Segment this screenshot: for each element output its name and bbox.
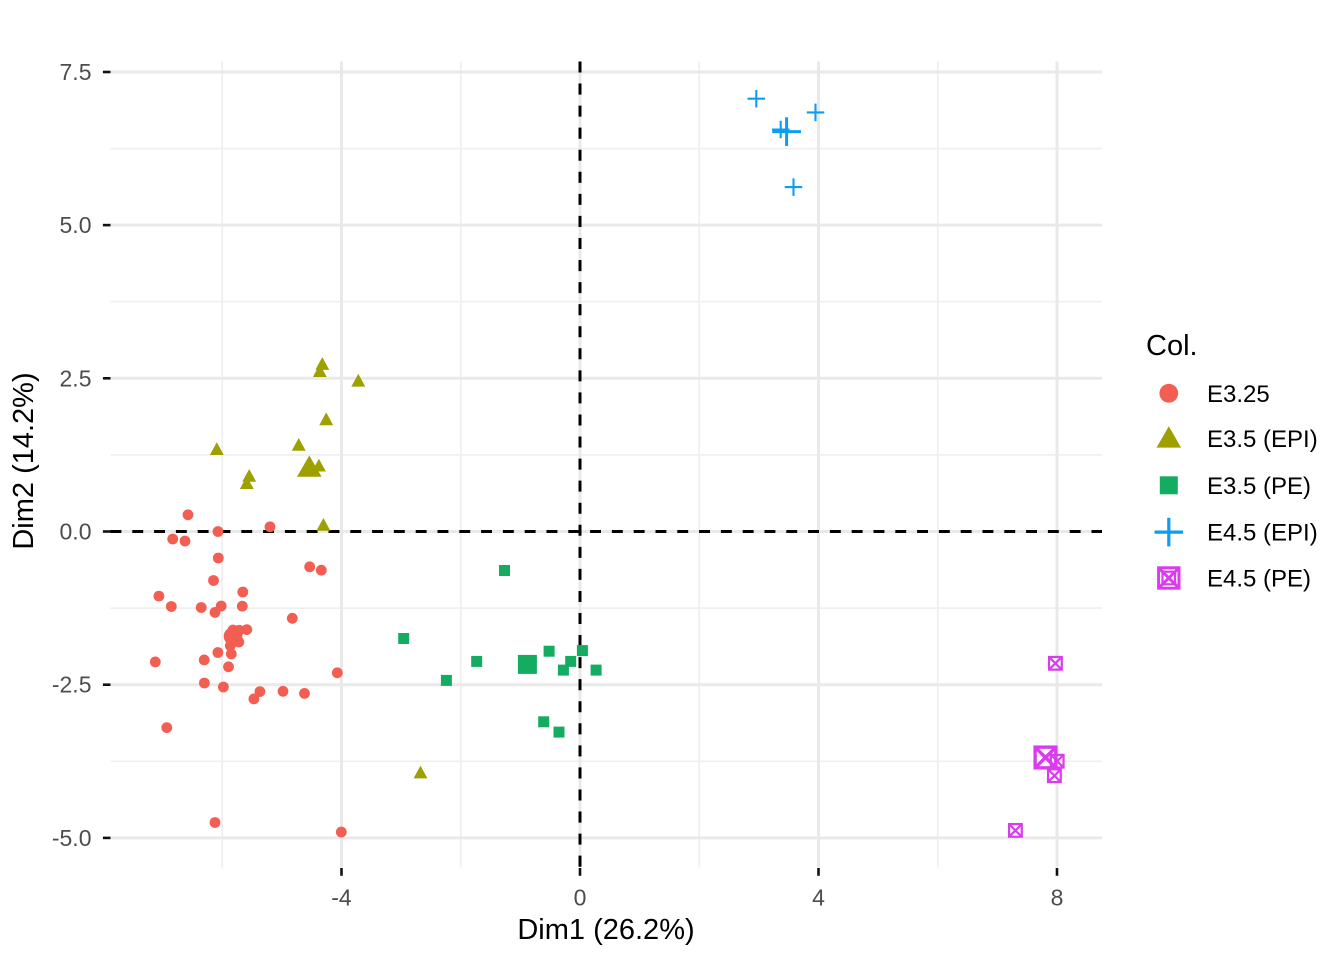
svg-text:Dim1 (26.2%): Dim1 (26.2%): [517, 914, 694, 946]
svg-text:5.0: 5.0: [60, 212, 92, 238]
svg-text:E3.5 (PE): E3.5 (PE): [1207, 473, 1311, 500]
svg-text:E4.5 (PE): E4.5 (PE): [1207, 566, 1311, 593]
svg-text:8: 8: [1051, 885, 1064, 911]
svg-text:-4: -4: [331, 885, 352, 911]
svg-text:4: 4: [812, 885, 825, 911]
svg-text:E3.5 (EPI): E3.5 (EPI): [1207, 426, 1318, 453]
svg-text:2.5: 2.5: [60, 365, 92, 391]
svg-text:7.5: 7.5: [60, 59, 92, 85]
svg-text:-5.0: -5.0: [52, 825, 92, 851]
svg-text:-2.5: -2.5: [52, 672, 92, 698]
svg-text:E4.5 (EPI): E4.5 (EPI): [1207, 520, 1318, 547]
svg-text:0.0: 0.0: [60, 519, 92, 545]
svg-text:0: 0: [574, 885, 587, 911]
svg-text:Col.: Col.: [1146, 330, 1198, 362]
svg-text:Dim2 (14.2%): Dim2 (14.2%): [8, 372, 40, 549]
svg-text:E3.25: E3.25: [1207, 381, 1270, 408]
